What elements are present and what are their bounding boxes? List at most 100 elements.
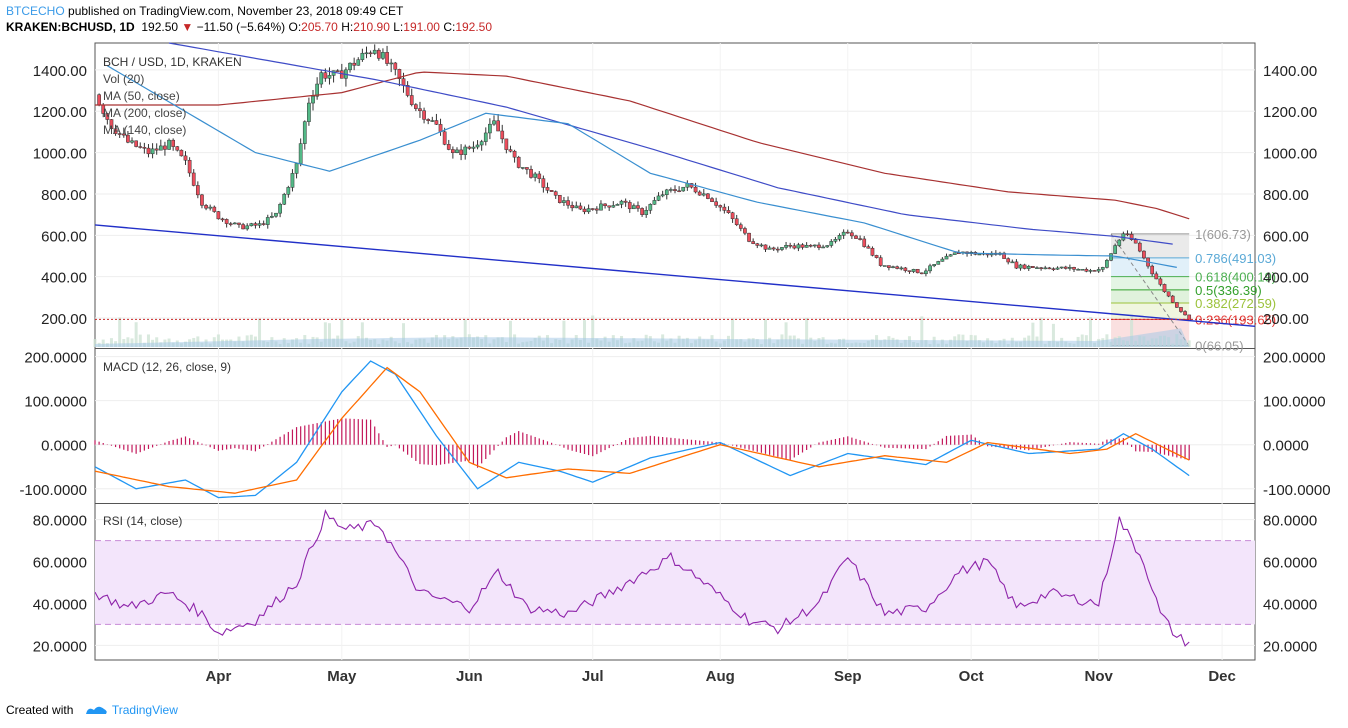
bull-candle [648,204,653,211]
bear-candle [97,94,101,106]
price-tick-right: 800.00 [1263,187,1309,204]
signal-line [94,366,1190,494]
bear-candle [467,146,472,149]
bull-candle [158,145,163,151]
bear-candle [426,119,431,121]
bear-candle [1162,284,1167,293]
bear-candle [323,72,328,79]
bear-candle [919,272,924,275]
tradingview-brand-link[interactable]: TradingView [111,703,178,717]
macd-pane-title: MACD (12, 26, close, 9) [103,360,231,374]
open-value: 205.70 [301,20,338,34]
bear-candle [422,110,426,120]
bull-candle [656,195,661,201]
bull-candle [286,187,291,195]
bear-candle [434,120,439,125]
volume-bar [1130,314,1134,347]
rsi-band [95,540,1255,625]
bear-candle [1129,234,1134,240]
bear-candle [603,203,607,207]
bull-candle [759,244,764,247]
rsi-tick-right: 40.0000 [1263,596,1317,613]
bear-candle [677,190,681,192]
bull-candle [245,225,250,230]
bear-candle [817,244,821,248]
bear-candle [858,238,862,240]
bear-candle [1031,266,1035,268]
bear-candle [175,146,180,151]
bull-candle [1096,269,1101,272]
bear-candle [154,148,159,151]
bear-candle [224,219,229,224]
bull-candle [701,193,706,196]
bull-candle [562,200,566,203]
bull-candle [1113,245,1117,254]
bear-candle [537,173,542,179]
bear-candle [1158,278,1163,285]
fib-level-label: 0.786(491.03) [1195,251,1276,266]
bear-candle [1125,233,1130,236]
bear-candle [134,140,138,147]
published-text: published on TradingView.com, November 2… [68,4,404,18]
high-value: 210.90 [353,20,390,34]
bull-candle [767,247,772,250]
volume-bar [784,322,788,347]
bull-candle [611,205,616,208]
bear-candle [163,145,167,150]
symbol-label: KRAKEN:BCHUSD, 1D [6,20,135,34]
bull-candle [150,148,155,155]
month-tick: Oct [959,668,984,685]
price-tick-right: 400.00 [1263,270,1309,287]
bull-candle [574,205,579,209]
bull-candle [290,173,295,188]
bear-candle [183,155,188,161]
macd-tick-right: 200.0000 [1263,350,1326,367]
price-tick-right: 600.00 [1263,228,1309,245]
volume-bar [138,334,142,347]
bear-candle [195,185,200,196]
bull-candle [944,255,949,260]
bear-candle [418,108,422,111]
bear-candle [335,70,340,72]
bull-candle [364,52,369,55]
volume-bar [101,339,105,347]
volume-bar [340,319,344,347]
volume-bar [920,316,924,347]
rsi-tick-right: 60.0000 [1263,555,1317,572]
bear-candle [1006,258,1011,263]
bull-candle [1055,267,1060,270]
bear-candle [673,189,677,191]
bear-candle [179,149,184,157]
chart-frame [94,42,1256,661]
chart-series [93,42,1256,647]
rsi-tick-right: 80.0000 [1263,513,1317,530]
descending-trendline [94,224,1256,328]
bear-candle [566,200,570,206]
volume-bar [508,320,512,347]
bull-candle [463,146,468,155]
bull-candle [471,146,476,149]
bear-candle [743,228,747,234]
publisher-name[interactable]: BTCECHO [6,4,65,18]
fib-retracement[interactable]: 1(606.73) 0.786(491.03) 0.618(400.19)0.5(3… [1110,227,1276,354]
bear-candle [874,255,879,258]
bull-candle [804,244,809,248]
price-tick-right: 1200.00 [1263,104,1317,121]
bull-candle [327,75,332,79]
bear-candle [887,265,891,268]
bull-candle [619,200,624,205]
last-price: 192.50 [141,20,179,34]
bull-candle [1088,270,1093,272]
bear-candle [1154,273,1159,280]
bull-candle [924,270,928,275]
volume-bar [118,317,122,347]
bear-candle [237,222,241,225]
bear-candle [126,134,130,143]
macd-line [94,360,1190,499]
bull-candle [821,246,825,249]
close-label: C: [443,20,456,34]
rsi-tick-left: 20.0000 [33,638,87,655]
ma-140-line [168,42,1173,245]
bear-candle [191,172,196,186]
